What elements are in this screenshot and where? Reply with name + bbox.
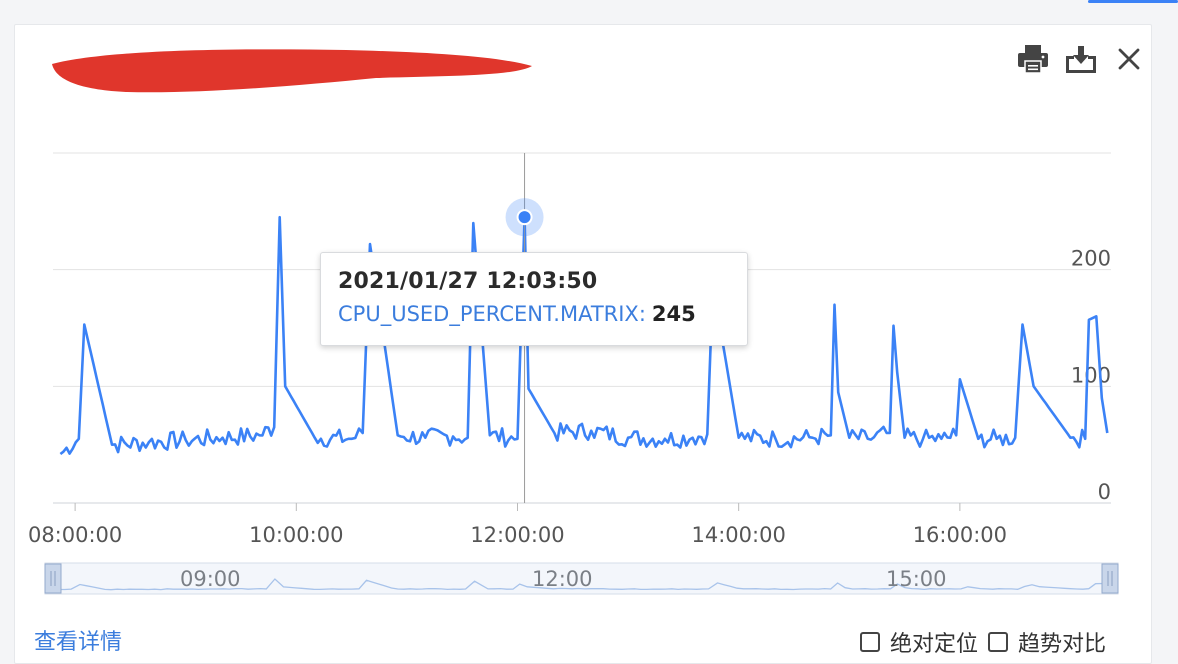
highlight-point xyxy=(518,210,532,224)
zoom-label: 09:00 xyxy=(180,567,241,591)
x-tick-label: 10:00:00 xyxy=(249,523,343,547)
x-tick-label: 16:00:00 xyxy=(913,523,1007,547)
y-tick-label: 0 xyxy=(1098,480,1111,504)
x-tick-label: 12:00:00 xyxy=(470,523,564,547)
view-details-link[interactable]: 查看详情 xyxy=(34,624,122,656)
trend-compare-option[interactable]: 趋势对比 xyxy=(988,626,1106,658)
trend-compare-label: 趋势对比 xyxy=(1018,626,1106,658)
chart-options: 绝对定位 趋势对比 xyxy=(860,626,1106,658)
tooltip-series-name: CPU_USED_PERCENT.MATRIX: xyxy=(338,302,646,326)
zoom-label: 15:00 xyxy=(886,567,947,591)
zoom-handle-right[interactable] xyxy=(1102,564,1118,593)
chart-tooltip: 2021/01/27 12:03:50 CPU_USED_PERCENT.MAT… xyxy=(320,252,748,346)
y-tick-label: 100 xyxy=(1071,363,1111,387)
trend-compare-checkbox[interactable] xyxy=(988,632,1008,652)
zoom-handle-left[interactable] xyxy=(45,564,61,593)
y-tick-label: 200 xyxy=(1071,247,1111,271)
absolute-position-option[interactable]: 绝对定位 xyxy=(860,626,978,658)
absolute-position-checkbox[interactable] xyxy=(860,632,880,652)
x-tick-label: 14:00:00 xyxy=(692,523,786,547)
x-tick-label: 08:00:00 xyxy=(28,523,122,547)
tooltip-time: 2021/01/27 12:03:50 xyxy=(338,269,747,294)
tooltip-value: 245 xyxy=(652,302,696,326)
absolute-position-label: 绝对定位 xyxy=(890,626,978,658)
zoom-label: 12:00 xyxy=(532,567,593,591)
